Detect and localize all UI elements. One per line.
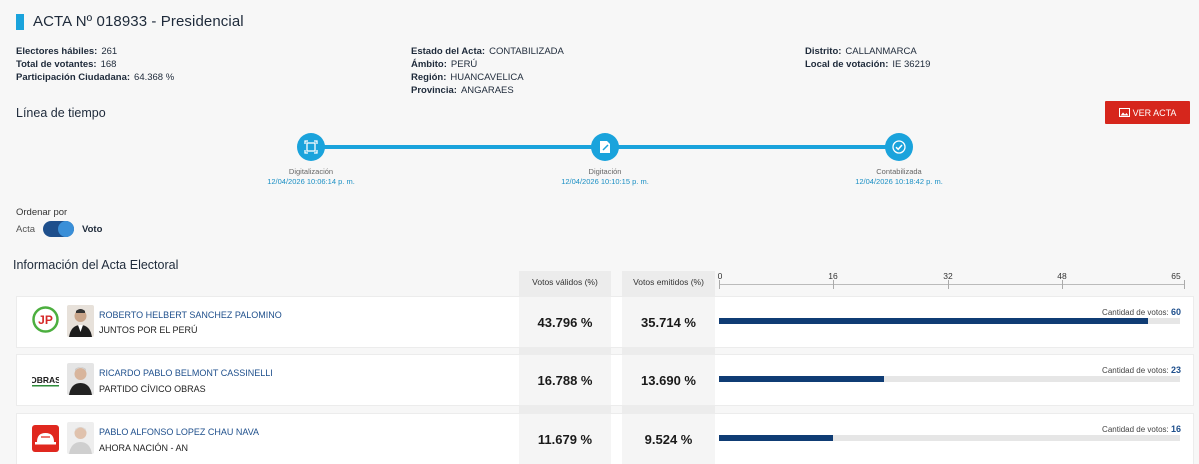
axis-tick-label: 32 <box>943 271 953 281</box>
obras-logo: OBRAS <box>32 366 59 393</box>
axis-tick <box>719 280 720 289</box>
candidate-photo <box>67 422 94 454</box>
vote-bar <box>719 376 884 382</box>
info-row: Estado del Acta: CONTABILIZADA <box>411 46 564 57</box>
info-row: Electores hábiles: 261 <box>16 46 118 57</box>
valid-pct-header: Votos válidos (%) <box>532 277 598 287</box>
scan-document-icon <box>297 133 325 161</box>
vote-bar <box>719 435 834 441</box>
sort-option-acta[interactable]: Acta <box>16 224 36 235</box>
party-name: JUNTOS POR EL PERÚ <box>99 325 198 335</box>
axis-tick-label: 65 <box>1171 271 1181 281</box>
vote-bar-track <box>719 435 1180 441</box>
info-row: Total de votantes: 168 <box>16 59 117 70</box>
info-row: Región: HUANCAVELICA <box>411 72 524 83</box>
page-title: ACTA Nº 018933 - Presidencial <box>33 13 244 30</box>
valid-pct-value: 16.788 % <box>537 373 593 388</box>
ahora-nacion-logo <box>32 425 59 452</box>
timeline-step-label: Digitalización <box>288 167 334 176</box>
emitted-pct-header: Votos emitidos (%) <box>633 277 704 287</box>
axis-tick <box>1062 280 1063 289</box>
ver-acta-label: VER ACTA <box>1132 107 1177 118</box>
svg-text:JP: JP <box>38 313 53 327</box>
timeline-step-date: 12/04/2026 10:18:42 p. m. <box>855 177 943 186</box>
info-row: Local de votación: IE 36219 <box>805 59 931 70</box>
vote-bar <box>719 318 1149 324</box>
axis-tick-label: 16 <box>828 271 838 281</box>
emitted-pct-value: 35.714 % <box>641 315 696 330</box>
axis-tick <box>948 280 949 289</box>
timeline-step-label: Digitación <box>588 167 622 176</box>
candidate-photo <box>67 305 94 337</box>
toggle-knob <box>58 221 74 237</box>
candidate-name[interactable]: PABLO ALFONSO LOPEZ CHAU NAVA <box>99 427 260 437</box>
sort-option-voto[interactable]: Voto <box>82 224 103 235</box>
votes-count-value: 60 <box>1170 307 1181 317</box>
timeline-title: Línea de tiempo <box>16 106 106 120</box>
axis-tick <box>833 280 834 289</box>
sort-label: Ordenar por <box>16 207 68 218</box>
check-circle-icon <box>885 133 913 161</box>
votes-count-label: Cantidad de votos: 23 <box>1000 365 1181 375</box>
info-column-1: Electores hábiles: 261 Total de votantes:… <box>16 45 174 84</box>
valid-pct-value: 11.679 % <box>537 432 593 447</box>
party-name: PARTIDO CÍVICO OBRAS <box>99 384 206 394</box>
info-row: Distrito: CALLANMARCA <box>805 46 917 57</box>
info-row: Participación Ciudadana: 64.368 % <box>16 72 175 83</box>
votes-count-value: 23 <box>1170 365 1181 375</box>
votes-count-prefix: Cantidad de votos: <box>1102 366 1171 375</box>
candidate-photo <box>67 363 94 395</box>
votes-count-value: 16 <box>1170 424 1181 434</box>
ver-acta-button[interactable]: VER ACTA <box>1105 101 1190 124</box>
emitted-pct-value: 9.524 % <box>644 432 693 447</box>
axis-tick-label: 0 <box>717 271 723 281</box>
info-column-2: Estado del Acta: CONTABILIZADA Ámbito: PER… <box>411 45 564 97</box>
votes-count-prefix: Cantidad de votos: <box>1102 308 1171 317</box>
timeline-step-date: 12/04/2026 10:06:14 p. m. <box>267 177 355 186</box>
candidate-name[interactable]: ROBERTO HELBERT SANCHEZ PALOMINO <box>99 310 282 320</box>
votes-count-label: Cantidad de votos: 60 <box>1000 307 1181 317</box>
timeline-step-label: Contabilizada <box>876 167 922 176</box>
valid-pct-value: 43.796 % <box>537 315 593 330</box>
votes-axis <box>719 284 1184 285</box>
vote-bar-track <box>719 376 1180 382</box>
emitted-pct-value: 13.690 % <box>641 373 696 388</box>
timeline-step-date: 12/04/2026 10:10:15 p. m. <box>561 177 649 186</box>
party-name: AHORA NACIÓN - AN <box>99 443 189 453</box>
info-row: Provincia: ANGARAES <box>411 85 514 96</box>
results-title: Información del Acta Electoral <box>13 258 179 272</box>
sort-toggle[interactable] <box>43 221 74 237</box>
votes-count-label: Cantidad de votos: 16 <box>1000 424 1181 434</box>
info-row: Ámbito: PERÚ <box>411 59 478 70</box>
valid-pct-column-overlay <box>519 296 611 464</box>
image-icon <box>1118 108 1130 117</box>
votes-count-prefix: Cantidad de votos: <box>1102 425 1171 434</box>
jp-logo: JP <box>32 306 59 333</box>
title-accent-bar <box>16 14 24 30</box>
svg-text:OBRAS: OBRAS <box>32 375 59 385</box>
candidate-name[interactable]: RICARDO PABLO BELMONT CASSINELLI <box>99 368 273 378</box>
emitted-pct-column-overlay <box>622 296 715 464</box>
axis-tick <box>1184 280 1185 289</box>
axis-tick-label: 48 <box>1057 271 1067 281</box>
info-column-3: Distrito: CALLANMARCA Local de votación: I… <box>805 45 930 71</box>
edit-document-icon <box>591 133 619 161</box>
